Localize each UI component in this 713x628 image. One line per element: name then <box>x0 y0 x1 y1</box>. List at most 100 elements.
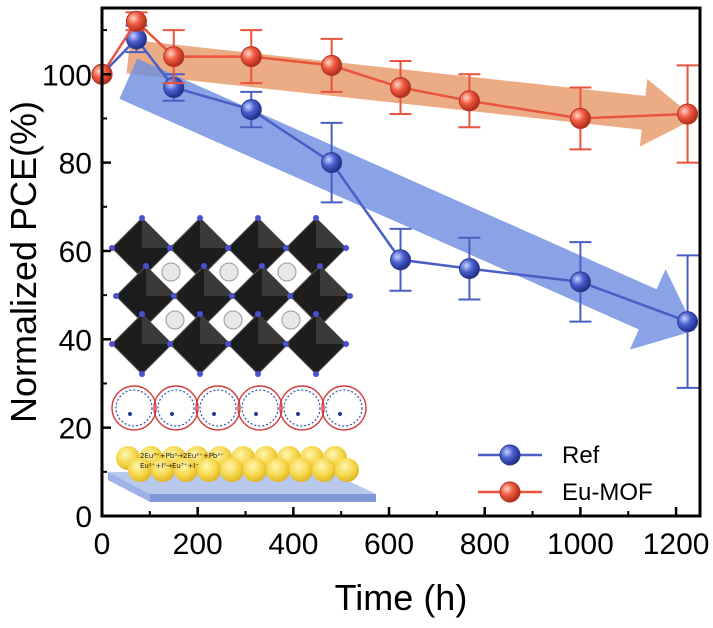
iodide-atom <box>171 293 177 299</box>
y-tick-label: 60 <box>59 236 92 269</box>
data-point-ref <box>569 271 591 293</box>
cation <box>277 262 297 282</box>
cation <box>281 310 301 330</box>
octahedron-face <box>204 266 234 296</box>
iodide-atom <box>143 263 149 269</box>
x-tick-label: 1000 <box>547 528 614 561</box>
iodide-atom <box>343 341 349 347</box>
octahedra-lattice <box>109 215 353 377</box>
mof-cage <box>111 385 157 431</box>
substrate-front <box>150 494 376 502</box>
perovskite-mof-inset: 2Eu³⁺+Pb⁰→2Eu²⁺+Pb²⁺ Eu²⁺+I⁰→Eu³⁺+I⁻ <box>108 215 376 502</box>
iodide-atom <box>313 311 319 317</box>
legend-marker-eumof <box>499 481 521 503</box>
data-series <box>91 10 699 389</box>
data-point-ref <box>321 152 343 174</box>
substrate-side <box>108 472 150 502</box>
iodide-atom <box>259 263 265 269</box>
data-point-eumof <box>125 10 147 32</box>
iodide-atom <box>113 293 119 299</box>
plot-frame <box>100 6 702 518</box>
axis-ticks: 0 200 400 600 800 1000 1200 0 20 40 60 80 100 <box>42 29 710 561</box>
iodide-atom <box>225 341 231 347</box>
mof-cage-inner <box>283 389 321 427</box>
data-point-eumof <box>390 77 412 99</box>
data-point-ref <box>458 258 480 280</box>
iodide-atom <box>139 215 145 221</box>
data-point-ref <box>390 249 412 271</box>
mof-cage <box>237 385 283 431</box>
y-tick-label: 80 <box>59 148 92 181</box>
x-tick-label: 1200 <box>643 528 710 561</box>
iodide-atom <box>167 341 173 347</box>
octahedron-face <box>200 314 230 344</box>
mof-cage-inner <box>241 389 279 427</box>
trend-arrow-ref <box>119 58 696 350</box>
perovskite-sphere <box>128 458 152 482</box>
octahedron-face <box>320 266 350 296</box>
cation <box>219 262 239 282</box>
legend: Ref Eu-MOF <box>478 442 653 506</box>
iodide-atom <box>283 245 289 251</box>
iodide-atom <box>255 371 261 377</box>
iodide-atom <box>225 245 231 251</box>
perovskite-sphere <box>174 458 198 482</box>
iodide-atom <box>139 371 145 377</box>
mof-cage-inner <box>199 389 237 427</box>
iodide-atom <box>197 311 203 317</box>
iodide-atom <box>283 341 289 347</box>
iodide-atom <box>313 371 319 377</box>
iodide-atom <box>229 293 235 299</box>
y-axis-title: Normalized PCE(%) <box>3 101 44 423</box>
iodide-atom <box>201 263 207 269</box>
iodide-atom <box>347 293 353 299</box>
octahedron-face <box>258 218 288 248</box>
octahedron-face <box>262 266 292 296</box>
x-tick-label: 400 <box>268 528 318 561</box>
octahedron-face <box>316 314 346 344</box>
mof-node <box>254 412 258 416</box>
y-tick-label: 40 <box>59 324 92 357</box>
trend-arrow-eumof <box>126 39 696 147</box>
octahedron-face <box>146 266 176 296</box>
legend-marker-ref <box>499 444 521 466</box>
iodide-atom <box>255 215 261 221</box>
data-point-ref <box>240 99 262 121</box>
legend-label-eumof: Eu-MOF <box>562 479 653 506</box>
mof-cage <box>321 385 367 431</box>
mof-node <box>212 412 216 416</box>
x-tick-label: 0 <box>94 528 111 561</box>
iodide-atom <box>343 245 349 251</box>
x-tick-label: 800 <box>460 528 510 561</box>
data-point-ref <box>677 311 699 333</box>
x-tick-label: 200 <box>173 528 223 561</box>
octahedron-face <box>142 314 172 344</box>
data-point-eumof <box>240 46 262 68</box>
octahedron-face <box>200 218 230 248</box>
data-point-eumof <box>163 46 185 68</box>
octahedron-face <box>142 218 172 248</box>
perovskite-sphere-layer <box>116 446 359 482</box>
mof-cage-layer <box>111 385 367 431</box>
iodide-atom <box>317 263 323 269</box>
y-tick-label: 0 <box>75 501 92 534</box>
mof-cage-inner <box>157 389 195 427</box>
perovskite-sphere <box>335 458 359 482</box>
iodide-atom <box>287 293 293 299</box>
perovskite-sphere <box>312 458 336 482</box>
mof-cage <box>195 385 241 431</box>
mof-cage <box>279 385 325 431</box>
iodide-atom <box>167 245 173 251</box>
octahedron-face <box>316 218 346 248</box>
iodide-atom <box>197 215 203 221</box>
perovskite-sphere <box>289 458 313 482</box>
data-point-eumof <box>677 103 699 125</box>
data-point-eumof <box>321 54 343 76</box>
iodide-atom <box>197 371 203 377</box>
y-tick-label: 20 <box>59 413 92 446</box>
trend-arrows <box>119 39 696 350</box>
perovskite-sphere <box>151 458 175 482</box>
mof-cage-inner <box>115 389 153 427</box>
inset-equation-1: 2Eu³⁺+Pb⁰→2Eu²⁺+Pb²⁺ <box>140 452 224 460</box>
